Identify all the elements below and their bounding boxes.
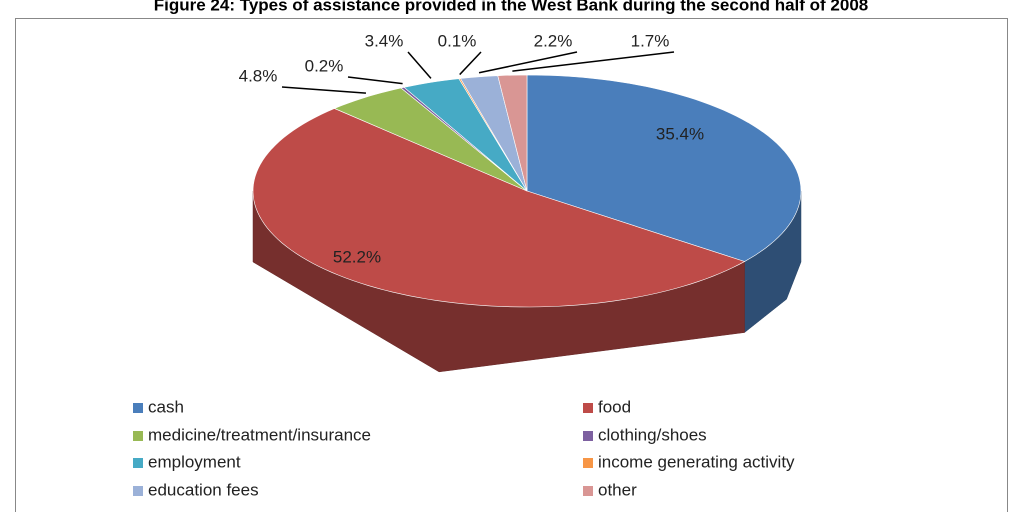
legend-swatch xyxy=(133,403,143,413)
slice xyxy=(333,87,528,192)
slice xyxy=(497,74,528,192)
legend-swatch xyxy=(583,486,593,496)
leader-line xyxy=(407,51,432,79)
legend-label: income generating activity xyxy=(598,452,795,471)
legend-swatch xyxy=(583,458,593,468)
leader-line xyxy=(478,51,578,74)
slice xyxy=(252,108,746,308)
chart-frame xyxy=(15,18,1008,512)
legend-swatch xyxy=(133,431,143,441)
legend-label: clothing/shoes xyxy=(598,425,707,444)
leader-line xyxy=(347,76,403,85)
leader-line xyxy=(459,51,482,76)
legend-label: other xyxy=(598,480,637,499)
legend-swatch xyxy=(133,458,143,468)
legend-label: medicine/treatment/insurance xyxy=(148,425,371,444)
legend-swatch xyxy=(583,431,593,441)
leader-line xyxy=(281,86,367,94)
legend-label: employment xyxy=(148,452,241,471)
leader-line xyxy=(512,51,675,72)
slice xyxy=(403,78,528,192)
legend-swatch xyxy=(133,486,143,496)
data-label: 3.4% xyxy=(365,31,404,50)
data-label: 0.2% xyxy=(305,56,344,75)
legend-swatch xyxy=(583,403,593,413)
data-label: 0.1% xyxy=(438,31,477,50)
legend-label: education fees xyxy=(148,480,259,499)
chart-title: Figure 24: Types of assistance provided … xyxy=(154,0,868,14)
data-label: 4.8% xyxy=(239,66,278,85)
data-label: 1.7% xyxy=(631,31,670,50)
legend-label: food xyxy=(598,397,631,416)
data-label: 52.2% xyxy=(333,247,381,266)
data-label: 35.4% xyxy=(656,124,704,143)
legend-label: cash xyxy=(148,397,184,416)
data-label: 2.2% xyxy=(534,31,573,50)
slice xyxy=(526,74,802,262)
